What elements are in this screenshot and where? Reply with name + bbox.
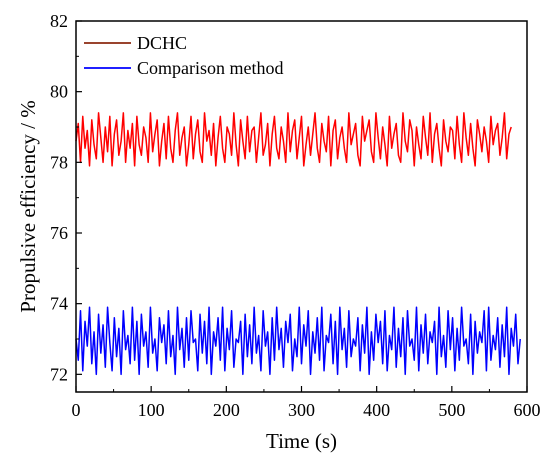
x-tick-label: 400 — [363, 400, 390, 420]
x-axis: 0 100 200 300 400 500 600 — [72, 386, 541, 420]
y-axis-title: Propulsive efficiency / % — [16, 100, 40, 312]
x-tick-label: 300 — [288, 400, 315, 420]
x-tick-label: 100 — [138, 400, 165, 420]
x-tick-label: 200 — [213, 400, 240, 420]
series-line-1 — [75, 306, 521, 376]
plot-series — [75, 112, 521, 376]
x-tick-label: 0 — [72, 400, 81, 420]
legend: DCHC Comparison method — [84, 33, 284, 78]
series-line-0 — [75, 112, 512, 167]
y-tick-label: 72 — [50, 364, 68, 384]
x-tick-label: 500 — [438, 400, 465, 420]
legend-label-1: Comparison method — [137, 58, 284, 78]
y-tick-label: 80 — [50, 82, 68, 102]
y-tick-label: 82 — [50, 11, 68, 31]
y-tick-label: 78 — [50, 152, 68, 172]
legend-label-0: DCHC — [137, 33, 187, 53]
x-axis-title: Time (s) — [266, 429, 337, 453]
y-tick-label: 76 — [50, 223, 68, 243]
y-axis: 72 74 76 78 80 82 — [50, 11, 82, 384]
y-tick-label: 74 — [50, 294, 68, 314]
x-tick-label: 600 — [514, 400, 541, 420]
